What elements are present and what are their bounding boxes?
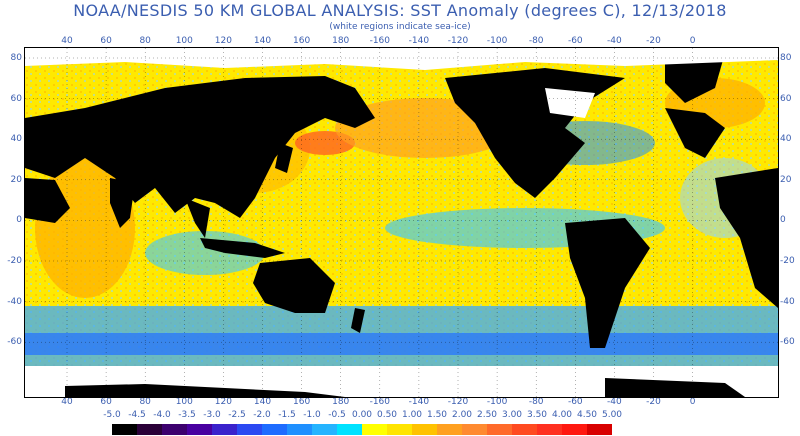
map-subtitle: (white regions indicate sea-ice): [329, 22, 471, 32]
top-axis-label: -40: [607, 36, 622, 46]
colorbar-swatch: [112, 424, 137, 435]
top-axis-label: -60: [567, 36, 583, 46]
colorbar-label: -4.5: [128, 410, 146, 420]
right-axis-label: 40: [780, 134, 792, 145]
bottom-axis-label: -160: [369, 397, 391, 407]
colorbar-label: 4.50: [576, 410, 598, 420]
colorbar-swatch: [337, 424, 362, 435]
map-title: NOAA/NESDIS 50 KM GLOBAL ANALYSIS: SST A…: [73, 1, 727, 20]
bottom-axis-label: -60: [567, 397, 583, 407]
left-axis-label: 80: [10, 53, 22, 63]
top-axis-label: -140: [408, 36, 430, 46]
land-masses: [25, 53, 778, 348]
colorbar-swatch: [387, 424, 412, 435]
top-axis-label: 80: [139, 36, 151, 46]
colorbar-label: 2.50: [476, 410, 498, 420]
colorbar-swatch: [487, 424, 512, 435]
colorbar-swatch: [437, 424, 462, 435]
colorbar-label: 4.00: [551, 410, 573, 420]
colorbar-swatch: [537, 424, 562, 435]
top-axis-label: -160: [369, 36, 391, 46]
colorbar-swatch: [137, 424, 162, 435]
colorbar-label: -3.5: [178, 410, 196, 420]
left-axis-label: -20: [7, 256, 22, 266]
colorbar-swatch: [587, 424, 612, 435]
top-axis-label: 120: [214, 36, 232, 46]
left-axis-label: -60: [7, 337, 22, 348]
colorbar-label: 1.00: [401, 410, 423, 420]
colorbar-label: 0.50: [376, 410, 398, 420]
colorbar-swatch: [362, 424, 387, 435]
colorbar-swatch: [412, 424, 437, 435]
right-axis-label: 80: [780, 53, 792, 63]
bottom-axis-label: -140: [408, 397, 430, 407]
colorbar-label: -2.0: [253, 410, 271, 420]
colorbar-label: -2.5: [228, 410, 246, 420]
colorbar-label: -4.0: [153, 410, 171, 420]
left-axis-label: 20: [10, 174, 22, 185]
right-axis-label: -40: [780, 296, 795, 307]
bottom-axis-label: -20: [646, 397, 661, 407]
colorbar-label: -1.5: [278, 410, 296, 420]
top-axis-label: 160: [293, 36, 311, 46]
colorbar-swatch: [312, 424, 337, 435]
colorbar-swatch: [237, 424, 262, 435]
colorbar-label: 1.50: [426, 410, 448, 420]
top-axis-label: 140: [253, 36, 272, 46]
top-axis-label: 180: [332, 36, 350, 46]
left-axis-label: -40: [7, 296, 22, 307]
top-axis-label: 60: [100, 36, 112, 46]
colorbar-label: 2.00: [451, 410, 473, 420]
bottom-axis-label: 160: [293, 397, 311, 407]
colorbar-swatch: [162, 424, 187, 435]
top-axis-label: 40: [61, 36, 73, 46]
right-axis-label: 60: [780, 93, 792, 104]
bottom-axis-label: 40: [61, 397, 73, 407]
colorbar-label: 5.00: [601, 410, 623, 420]
bottom-axis-label: -40: [607, 397, 622, 407]
colorbar-label: -3.0: [203, 410, 221, 420]
colorbar-swatch: [512, 424, 537, 435]
bottom-axis-label: 180: [332, 397, 350, 407]
right-axis-label: 0: [780, 215, 786, 226]
colorbar-label: -0.5: [328, 410, 346, 420]
top-axis-label: 100: [175, 36, 193, 46]
sst-anomaly-map: [24, 47, 779, 398]
left-axis-label: 0: [16, 215, 22, 226]
colorbar-swatch: [187, 424, 212, 435]
bottom-axis-label: 140: [253, 397, 272, 407]
colorbar-label: 3.00: [501, 410, 523, 420]
top-axis-label: -80: [528, 36, 544, 46]
colorbar-label: -5.0: [103, 410, 121, 420]
bottom-axis-label: -120: [447, 397, 469, 407]
bottom-axis-label: 0: [689, 397, 696, 407]
top-axis-label: -100: [486, 36, 508, 46]
colorbar-label: 3.50: [526, 410, 548, 420]
colorbar-swatch: [287, 424, 312, 435]
right-axis-label: -60: [780, 337, 795, 348]
top-axis-label: -20: [646, 36, 661, 46]
colorbar-swatch: [212, 424, 237, 435]
bottom-axis-label: 80: [139, 397, 151, 407]
right-axis-label: 20: [780, 174, 792, 185]
colorbar-swatch: [562, 424, 587, 435]
left-axis-label: 40: [10, 134, 22, 145]
colorbar-swatch: [462, 424, 487, 435]
left-axis-label: 60: [10, 93, 22, 104]
bottom-axis-label: 60: [100, 397, 112, 407]
bottom-axis-label: 120: [214, 397, 232, 407]
bottom-axis-label: -80: [528, 397, 544, 407]
right-axis-label: -20: [780, 256, 795, 266]
colorbar: [112, 424, 612, 435]
colorbar-label: -1.0: [303, 410, 321, 420]
colorbar-swatch: [262, 424, 287, 435]
bottom-axis-label: 100: [175, 397, 193, 407]
top-axis-label: 0: [689, 36, 696, 46]
top-axis-label: -120: [447, 36, 469, 46]
bottom-axis-label: -100: [486, 397, 508, 407]
colorbar-label: 0.00: [351, 410, 373, 420]
